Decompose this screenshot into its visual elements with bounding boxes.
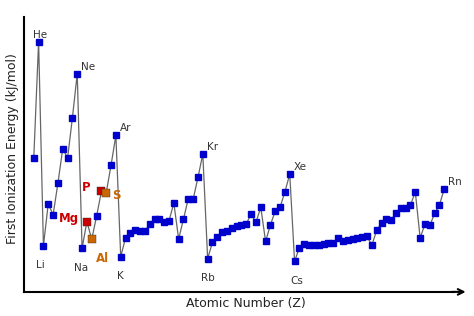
X-axis label: Atomic Number (Z): Atomic Number (Z) bbox=[186, 297, 306, 310]
Text: Na: Na bbox=[74, 263, 88, 273]
Text: Al: Al bbox=[96, 252, 109, 265]
Text: S: S bbox=[112, 189, 120, 202]
Text: K: K bbox=[117, 271, 123, 281]
Text: He: He bbox=[33, 30, 47, 40]
Text: Rn: Rn bbox=[448, 177, 462, 187]
Y-axis label: First Ionization Energy (kJ/mol): First Ionization Energy (kJ/mol) bbox=[6, 53, 18, 244]
Text: Rb: Rb bbox=[201, 273, 214, 283]
Text: Cs: Cs bbox=[291, 276, 303, 286]
Text: Li: Li bbox=[36, 260, 45, 270]
Text: Xe: Xe bbox=[294, 162, 307, 172]
Text: Kr: Kr bbox=[207, 142, 218, 152]
Text: Ar: Ar bbox=[120, 124, 132, 133]
Text: Mg: Mg bbox=[59, 212, 79, 225]
Text: P: P bbox=[82, 181, 91, 194]
Text: Ne: Ne bbox=[82, 62, 96, 72]
